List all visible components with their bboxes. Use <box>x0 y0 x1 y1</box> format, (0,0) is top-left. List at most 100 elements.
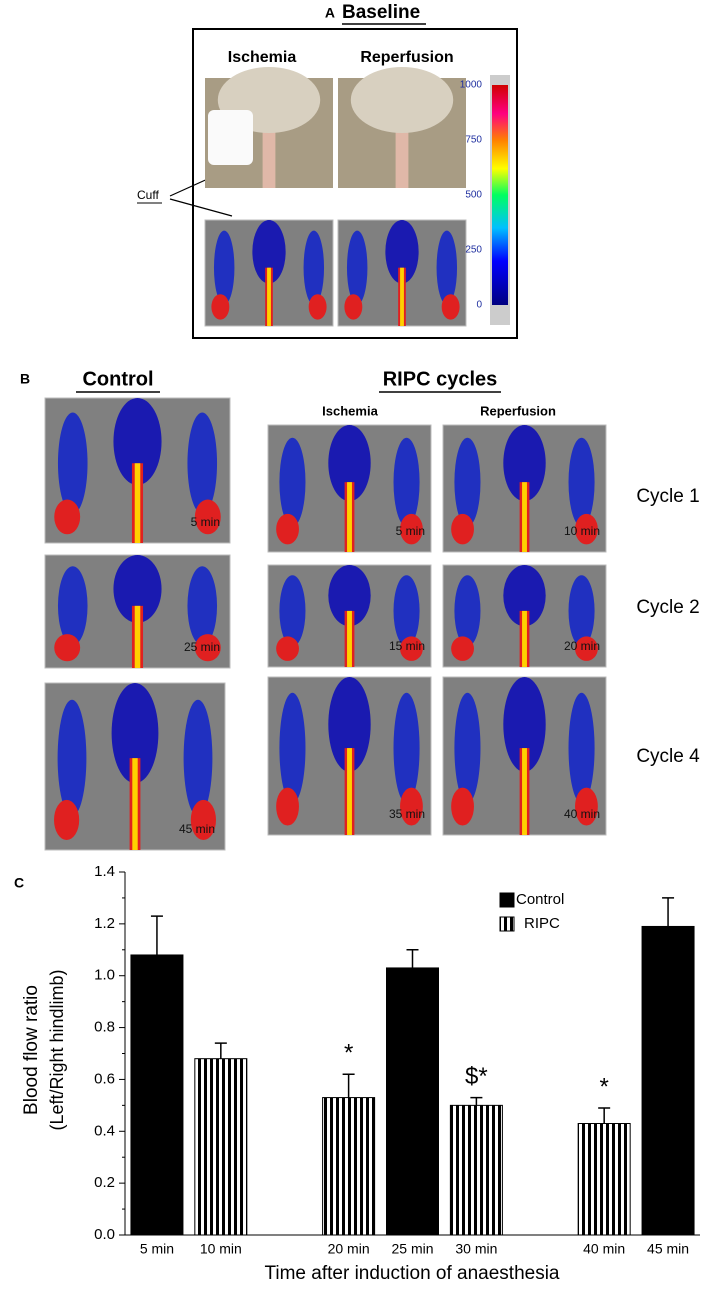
photo-detail <box>395 122 409 188</box>
arrow <box>169 198 233 217</box>
image-detail <box>436 230 458 305</box>
annotation: * <box>344 1040 353 1067</box>
colorbar-label: 500 <box>465 190 482 201</box>
colorbar-label: 0 <box>476 300 482 311</box>
image-detail <box>134 605 141 668</box>
y-tick-label: 0.2 <box>94 1174 115 1191</box>
image-detail <box>113 555 162 623</box>
x-tick-label: 40 min <box>583 1241 625 1257</box>
image-detail <box>279 575 306 647</box>
column-label: Reperfusion <box>480 403 556 418</box>
panel-frame <box>192 28 518 339</box>
x-tick-label: 25 min <box>391 1241 433 1257</box>
image-detail <box>393 575 420 647</box>
x-tick-label: 10 min <box>200 1241 242 1257</box>
error-bar <box>662 897 675 927</box>
image-detail <box>503 677 546 772</box>
image-detail <box>400 267 404 326</box>
image-detail <box>522 610 527 667</box>
image-detail <box>328 425 371 502</box>
image-detail <box>276 636 299 661</box>
photo-detail <box>262 122 276 188</box>
panel-title: Baseline <box>342 2 420 23</box>
image-detail <box>347 610 352 667</box>
image-detail <box>252 220 286 284</box>
image-detail <box>308 294 327 320</box>
image-detail <box>503 565 546 627</box>
image-detail <box>451 513 474 545</box>
x-tick-label: 20 min <box>328 1241 370 1257</box>
column-label: Ischemia <box>228 49 297 66</box>
cycle-label: Cycle 1 <box>636 486 699 507</box>
y-tick-label: 1.4 <box>94 863 115 880</box>
image-detail <box>276 513 299 545</box>
image-detail <box>344 294 363 320</box>
error-bar <box>342 1073 355 1098</box>
image-detail <box>328 565 371 627</box>
column-label: Ischemia <box>322 403 378 418</box>
image-detail <box>267 267 271 326</box>
y-tick-label: 1.0 <box>94 967 115 984</box>
image-detail <box>393 692 420 804</box>
y-tick-label: 0.8 <box>94 1019 115 1036</box>
image-detail <box>451 636 474 661</box>
image-detail <box>54 499 81 535</box>
time-label: 25 min <box>184 640 220 654</box>
image-detail <box>190 799 216 840</box>
image-detail <box>400 513 423 545</box>
image-detail <box>568 575 595 647</box>
image-detail <box>454 437 481 527</box>
panel-letter: A <box>325 5 335 21</box>
image-detail <box>211 294 230 320</box>
x-tick-label: 45 min <box>647 1241 689 1257</box>
time-label: 10 min <box>564 524 600 538</box>
error-bar <box>150 915 163 955</box>
error-bar <box>598 1107 611 1124</box>
image-detail <box>194 634 221 662</box>
image-detail <box>568 692 595 804</box>
image-detail <box>385 220 419 284</box>
image-detail <box>183 699 213 817</box>
x-axis-title: Time after induction of anaesthesia <box>264 1263 559 1284</box>
colorbar-label: 250 <box>465 245 482 256</box>
image-detail <box>454 692 481 804</box>
image-detail <box>328 677 371 772</box>
colorbar-label: 750 <box>465 135 482 146</box>
time-label: 20 min <box>564 639 600 653</box>
group-title: Control <box>82 368 153 390</box>
image-detail <box>454 575 481 647</box>
image-detail <box>400 787 423 826</box>
image-detail <box>441 294 460 320</box>
legend-swatch <box>499 892 515 908</box>
image-detail <box>575 787 598 826</box>
image-detail <box>276 787 299 826</box>
legend-swatch <box>499 916 515 932</box>
image-detail <box>54 799 80 840</box>
legend-label: Control <box>516 891 564 908</box>
photo-detail <box>350 67 454 133</box>
y-tick-label: 0.4 <box>94 1122 115 1139</box>
image-detail <box>393 437 420 527</box>
panel-letter: C <box>14 875 24 891</box>
image-detail <box>522 748 527 835</box>
image-detail <box>134 463 141 543</box>
image-detail <box>575 513 598 545</box>
y-tick-label: 0.6 <box>94 1070 115 1087</box>
time-label: 5 min <box>191 515 220 529</box>
x-tick-label: 5 min <box>140 1241 174 1257</box>
time-label: 15 min <box>389 639 425 653</box>
image-detail <box>213 230 235 305</box>
cycle-label: Cycle 4 <box>636 746 700 767</box>
image-detail <box>57 412 88 514</box>
time-label: 45 min <box>179 822 215 836</box>
bar <box>449 1104 503 1236</box>
bar <box>386 967 439 1236</box>
error-bar <box>406 949 419 968</box>
image-detail <box>503 425 546 502</box>
colorbar-label: 1000 <box>460 80 483 91</box>
bar <box>577 1123 631 1236</box>
image-detail <box>54 634 81 662</box>
bar <box>130 954 184 1236</box>
y-tick-label: 1.2 <box>94 915 115 932</box>
image-detail <box>57 566 88 646</box>
